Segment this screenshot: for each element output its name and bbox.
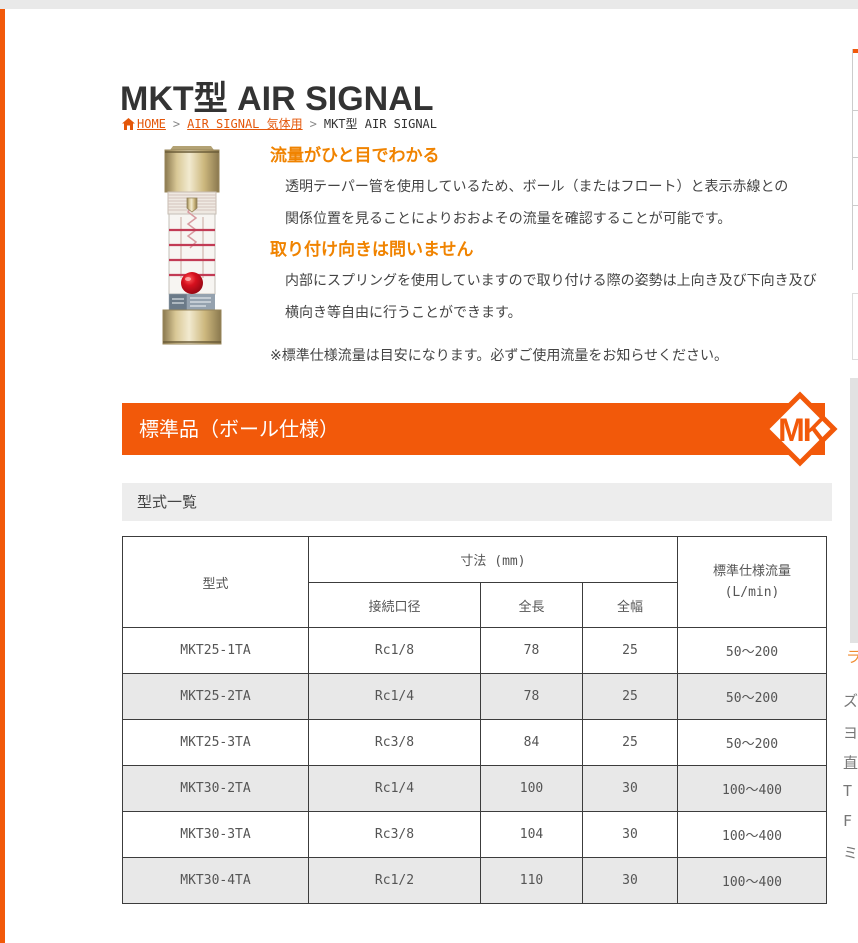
breadcrumb-home-link[interactable]: HOME <box>122 117 166 131</box>
cell-flow: 100～400 <box>677 765 827 812</box>
cell-flow: 100～400 <box>677 857 827 904</box>
cell-length: 110 <box>480 857 583 904</box>
home-icon <box>122 117 135 130</box>
cell-width: 25 <box>582 673 678 720</box>
cell-port: Rc3/8 <box>308 719 481 766</box>
feature2-text-line1: 内部にスプリングを使用していますので取り付ける際の姿勢は上向き及び下向き及び <box>285 273 817 289</box>
col-header-width: 全幅 <box>582 582 678 628</box>
feature2-text-line2: 横向き等自由に行うことができます。 <box>285 305 522 321</box>
sidebar-text-fragment: ラ <box>846 648 858 666</box>
table-row: MKT25-3TA Rc3/8 84 25 50～200 <box>122 719 827 766</box>
cell-length: 78 <box>480 673 583 720</box>
breadcrumb-home-label: HOME <box>137 116 166 131</box>
col-header-model: 型式 <box>122 536 309 628</box>
cell-length: 100 <box>480 765 583 812</box>
col-header-flow: 標準仕様流量 (L/min) <box>677 536 827 628</box>
table-row: MKT30-4TA Rc1/2 110 30 100～400 <box>122 857 827 904</box>
banner-title: 標準品（ボール仕様） <box>139 417 339 441</box>
sidebar-text-fragment: F <box>843 812 853 830</box>
table-row: MKT25-2TA Rc1/4 78 25 50～200 <box>122 673 827 720</box>
sidebar-text-fragment: ズ <box>843 692 858 710</box>
cell-length: 104 <box>480 811 583 858</box>
cell-width: 30 <box>582 811 678 858</box>
cell-port: Rc3/8 <box>308 811 481 858</box>
col-header-length: 全長 <box>480 582 583 628</box>
sidebar-graybar-clipped <box>850 378 858 643</box>
breadcrumb-current: MKT型 AIR SIGNAL <box>323 117 438 131</box>
sidebar-divider <box>853 157 858 158</box>
feature1-text-line1: 透明テーパー管を使用しているため、ボール（またはフロート）と表示赤線との <box>285 179 789 195</box>
top-divider <box>0 0 858 9</box>
cell-model: MKT25-3TA <box>122 719 309 766</box>
breadcrumb: HOME > AIR SIGNAL 気体用 > MKT型 AIR SIGNAL <box>122 115 437 132</box>
cell-flow: 50～200 <box>677 673 827 720</box>
sidebar-text-fragment: T <box>843 782 853 800</box>
sidebar-box-clipped <box>852 293 858 360</box>
standard-product-banner: 標準品（ボール仕様） <box>122 403 825 455</box>
cell-length: 78 <box>480 627 583 674</box>
cell-flow: 50～200 <box>677 627 827 674</box>
intro-section: 流量がひと目でわかる 透明テーパー管を使用しているため、ボール（またはフロート）… <box>270 146 822 365</box>
cell-width: 25 <box>582 719 678 766</box>
product-photo-flow-meter <box>162 146 222 345</box>
cell-port: Rc1/8 <box>308 627 481 674</box>
cell-width: 25 <box>582 627 678 674</box>
cell-port: Rc1/4 <box>308 673 481 720</box>
cell-model: MKT30-2TA <box>122 765 309 812</box>
mk-logo-text: MK <box>778 412 826 448</box>
cell-model: MKT30-3TA <box>122 811 309 858</box>
cell-model: MKT25-1TA <box>122 627 309 674</box>
model-spec-table: 型式 寸法 (mm) 標準仕様流量 (L/min) 接続口径 全長 全幅 MKT… <box>122 536 827 904</box>
sidebar-text-fragment: 直 <box>843 754 858 772</box>
page-title: MKT型 AIR SIGNAL <box>120 79 434 118</box>
breadcrumb-category-link[interactable]: AIR SIGNAL 気体用 <box>187 117 303 131</box>
cell-model: MKT25-2TA <box>122 673 309 720</box>
sidebar-menu-box-clipped <box>852 49 858 270</box>
feature2-heading: 取り付け向きは問いません <box>270 240 474 260</box>
cell-model: MKT30-4TA <box>122 857 309 904</box>
col-header-port: 接続口径 <box>308 582 481 628</box>
flow-rate-note: ※標準仕様流量は目安になります。必ずご使用流量をお知らせください。 <box>270 348 729 364</box>
cell-flow: 100～400 <box>677 811 827 858</box>
table-row: MKT25-1TA Rc1/8 78 25 50～200 <box>122 627 827 674</box>
sidebar-divider <box>853 205 858 206</box>
cell-port: Rc1/4 <box>308 765 481 812</box>
col-header-dimensions: 寸法 (mm) <box>308 536 678 583</box>
cell-width: 30 <box>582 765 678 812</box>
cell-port: Rc1/2 <box>308 857 481 904</box>
table-row: MKT30-2TA Rc1/4 100 30 100～400 <box>122 765 827 812</box>
model-list-title: 型式一覧 <box>137 493 198 511</box>
breadcrumb-separator: > <box>309 116 317 131</box>
cell-flow: 50～200 <box>677 719 827 766</box>
feature1-heading: 流量がひと目でわかる <box>270 146 440 166</box>
sidebar-text-fragment: ヨ <box>843 724 858 742</box>
mk-brand-logo: MK <box>762 391 838 467</box>
sidebar-divider <box>853 110 858 111</box>
left-accent-strip <box>0 9 5 943</box>
feature1-text-line2: 関係位置を見ることによりおおよその流量を確認することが可能です。 <box>285 211 732 227</box>
sidebar-text-fragment: ミ <box>843 844 858 862</box>
cell-length: 84 <box>480 719 583 766</box>
cell-width: 30 <box>582 857 678 904</box>
col-header-flow-unit: (L/min) <box>724 585 780 600</box>
table-row: MKT30-3TA Rc3/8 104 30 100～400 <box>122 811 827 858</box>
sidebar-accent-cap <box>853 49 858 53</box>
model-list-section-bar: 型式一覧 <box>122 483 832 521</box>
col-header-flow-label: 標準仕様流量 <box>712 564 791 579</box>
breadcrumb-separator: > <box>172 116 181 131</box>
